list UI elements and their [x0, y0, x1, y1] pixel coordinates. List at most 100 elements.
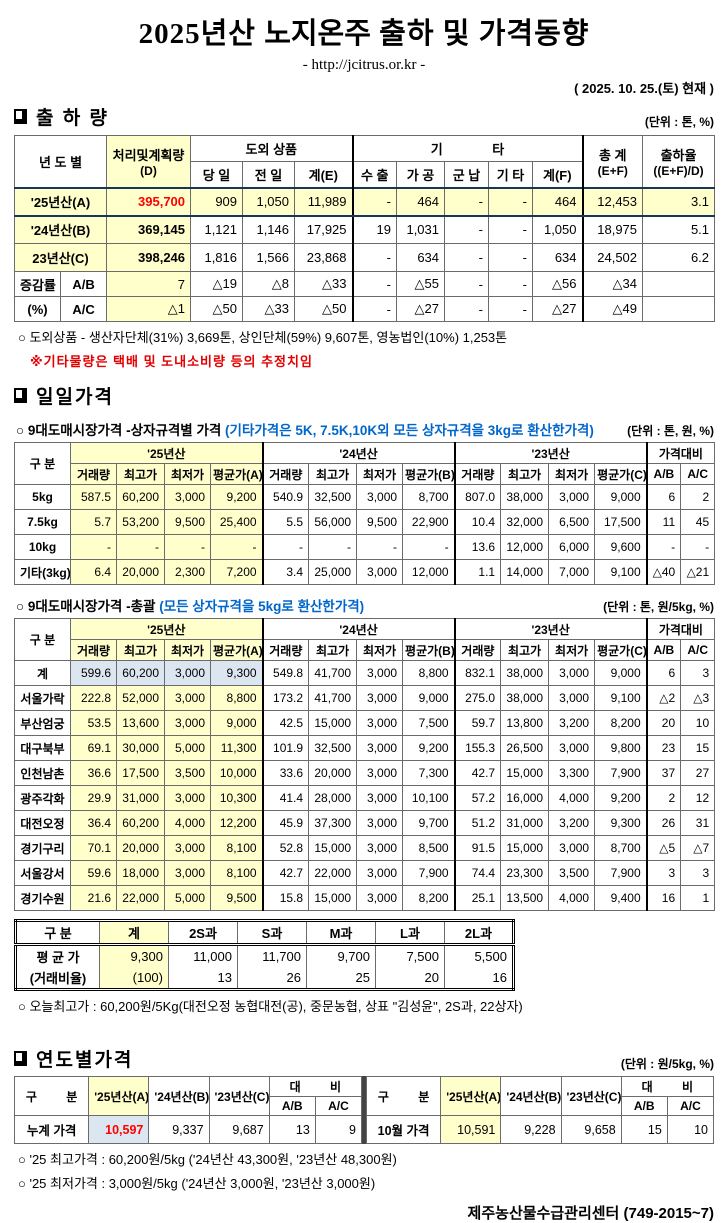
table-cell: 8,100	[209, 835, 264, 861]
table-cell: 45	[680, 509, 716, 535]
row-label: 5kg	[14, 484, 71, 510]
table-cell: 7,900	[594, 860, 648, 886]
table-row: '25년산(A) 395,700 909 1,050 11,989-464- -464 12…	[13, 186, 716, 217]
table-cell: 31,000	[116, 785, 165, 811]
table-row: 서울가락 222.8 52,000 3,000 8,800 173.2 41,700 3,00…	[14, 685, 716, 711]
table-cell: 3,000	[356, 484, 404, 510]
table-cell: 9,600	[594, 534, 648, 560]
table-cell: 464	[396, 186, 446, 217]
table-cell: 4,000	[164, 810, 211, 836]
table-cell: 634	[532, 243, 584, 272]
col-header-ac: A/C	[666, 1096, 715, 1116]
shipment-note-caution: ※기타물량은 택배 및 도내소비량 등의 추정치임	[30, 354, 313, 369]
col-header-2023: '23년산(C)	[560, 1076, 622, 1116]
table-cell: 10	[680, 710, 716, 736]
table-cell: 52,000	[116, 685, 165, 711]
issuer-footer: 제주농산물수급관리센터 (749-2015~7)	[467, 1205, 714, 1222]
table-cell: 91.5	[453, 835, 502, 861]
table-cell: 8,100	[209, 860, 264, 886]
col-header-ab: A/B	[645, 463, 682, 485]
table-row: 대구북부 69.1 30,000 5,000 11,300 101.9 32,500 3,00…	[14, 735, 716, 761]
col-header-export: 수 출	[351, 161, 398, 188]
row-label: 증감률	[14, 271, 61, 297]
table-cell: △33	[294, 271, 354, 297]
table-cell: -	[116, 534, 165, 560]
table-cell: 25	[306, 967, 376, 990]
table-header-row: A/B A/C	[15, 1096, 363, 1116]
table-cell: 15,000	[500, 835, 550, 861]
col-header-sameday: 당 일	[190, 161, 244, 188]
table-cell: 56,000	[308, 509, 358, 535]
table-cell: 9,100	[594, 559, 648, 585]
table-cell: 3,000	[356, 810, 404, 836]
row-label: (거래비율)	[15, 967, 100, 990]
table-cell: 9,228	[500, 1115, 562, 1144]
table-cell: △1	[106, 296, 192, 322]
table-cell: 5.5	[261, 509, 310, 535]
table-cell: 9,200	[209, 484, 264, 510]
table-cell: 69.1	[70, 735, 117, 761]
col-group-outbound: 도외 상품	[190, 135, 354, 162]
col-header-high: 최고가	[116, 463, 165, 485]
yearly-cumulative-table: 구 분 '25년산(A) '24년산(B) '23년산(C) 대 비 A/B A…	[13, 1076, 363, 1144]
table-cell: 1,816	[190, 243, 244, 272]
table-row: 5kg 587.5 60,200 3,000 9,200 540.9 32,500 3,000…	[14, 484, 716, 510]
table-cell: 16	[444, 967, 514, 990]
table-cell: 9,400	[594, 885, 648, 911]
table-cell: 3,000	[164, 835, 211, 861]
table-cell: 60,200	[116, 484, 165, 510]
col-header-ac: A/C	[680, 639, 716, 661]
table-cell: 41,700	[308, 660, 358, 686]
price-by-market-table: 구 분 '25년산 '24년산 '23년산 가격대비 거래량 최고가 최저가 평균가(…	[14, 618, 716, 911]
table-cell: 11	[645, 509, 682, 535]
unit-label-by-box-size: (단위 : 톤, 원, %)	[627, 424, 714, 438]
row-label: 대구북부	[14, 735, 71, 761]
table-cell: 369,145	[106, 215, 192, 244]
table-cell: 3.4	[261, 559, 310, 585]
table-cell: 5,000	[164, 735, 211, 761]
table-header-row: 구 분 '25년산(A) '24년산(B) '23년산(C) 대 비	[365, 1076, 715, 1116]
table-cell: 395,700	[106, 186, 192, 217]
table-cell: 6.2	[642, 243, 716, 272]
shipment-note: ○ 도외상품 - 생산자단체(31%) 3,669톤, 상인단체(59%) 9,…	[18, 330, 508, 345]
col-header-m: M과	[306, 920, 376, 946]
row-label: A/C	[59, 296, 108, 322]
table-cell: 32,000	[500, 509, 550, 535]
section-title-daily-price: 일일가격	[14, 382, 114, 409]
table-cell: 587.5	[70, 484, 117, 510]
table-cell: -	[351, 186, 398, 217]
col-header-ab: A/B	[268, 1096, 316, 1116]
table-cell: 20,000	[116, 835, 165, 861]
table-cell: 15,000	[308, 710, 358, 736]
table-cell: 10	[666, 1115, 715, 1144]
table-cell: 59.6	[70, 860, 117, 886]
table-cell: 2	[680, 484, 716, 510]
table-cell: 26,500	[500, 735, 550, 761]
table-cell: 22,000	[308, 860, 358, 886]
table-cell: 36.4	[70, 810, 117, 836]
today-high-note: ○ 오늘최고가 : 60,200원/5Kg(대전오정 농협대전(공), 중문농협…	[18, 999, 523, 1014]
table-cell: 51.2	[453, 810, 502, 836]
col-header-sum: 계	[99, 920, 169, 946]
table-cell: 1,031	[396, 215, 446, 244]
table-cell: 3	[680, 660, 716, 686]
table-cell: 15,000	[308, 835, 358, 861]
table-cell: 23,300	[500, 860, 550, 886]
table-cell: -	[402, 534, 456, 560]
table-cell: 1,121	[190, 215, 244, 244]
table-cell: 12,000	[402, 559, 456, 585]
grade-average-table: 구 분 계 2S과 S과 M과 L과 2L과 평 균 가 9,300 11,000 1…	[14, 919, 515, 991]
table-cell: -	[488, 186, 534, 217]
col-header-sum-f: 계(F)	[532, 161, 584, 188]
table-cell: 9,687	[208, 1115, 270, 1144]
table-cell: 6,000	[548, 534, 596, 560]
table-cell: 38,000	[500, 484, 550, 510]
col-header-low: 최저가	[548, 463, 596, 485]
table-cell: 3,000	[548, 735, 596, 761]
table-cell: 3,000	[164, 860, 211, 886]
table-cell: 12,000	[500, 534, 550, 560]
col-header-high: 최고가	[308, 463, 358, 485]
price-by-size-table: 구 분 '25년산 '24년산 '23년산 가격대비 거래량 최고가 최저가 평균가(…	[14, 442, 716, 585]
col-header-gubun: 구 분	[14, 442, 71, 485]
table-cell: 6	[645, 660, 682, 686]
